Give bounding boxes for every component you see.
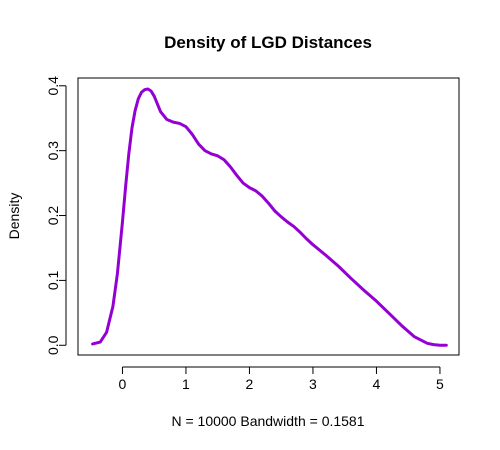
x-axis-label: N = 10000 Bandwidth = 0.1581 — [171, 413, 364, 429]
x-tick-label: 5 — [436, 376, 444, 392]
x-tick-label: 4 — [373, 376, 381, 392]
chart-title: Density of LGD Distances — [164, 33, 372, 52]
y-tick-label: 0.3 — [45, 141, 61, 161]
y-axis: 0.0 0.1 0.2 0.3 0.4 — [45, 76, 67, 355]
plot-frame — [77, 77, 460, 356]
x-tick-label: 0 — [119, 376, 127, 392]
y-axis-label: Density — [6, 193, 22, 240]
y-tick-label: 0.4 — [45, 76, 61, 96]
y-tick-label: 0.0 — [45, 335, 61, 355]
x-tick-label: 3 — [309, 376, 317, 392]
x-tick-label: 1 — [182, 376, 190, 392]
y-tick-label: 0.1 — [45, 270, 61, 290]
x-axis: 0 1 2 3 4 5 — [119, 366, 444, 392]
y-tick-label: 0.2 — [45, 206, 61, 226]
density-curve — [91, 87, 448, 347]
x-tick-label: 2 — [246, 376, 254, 392]
